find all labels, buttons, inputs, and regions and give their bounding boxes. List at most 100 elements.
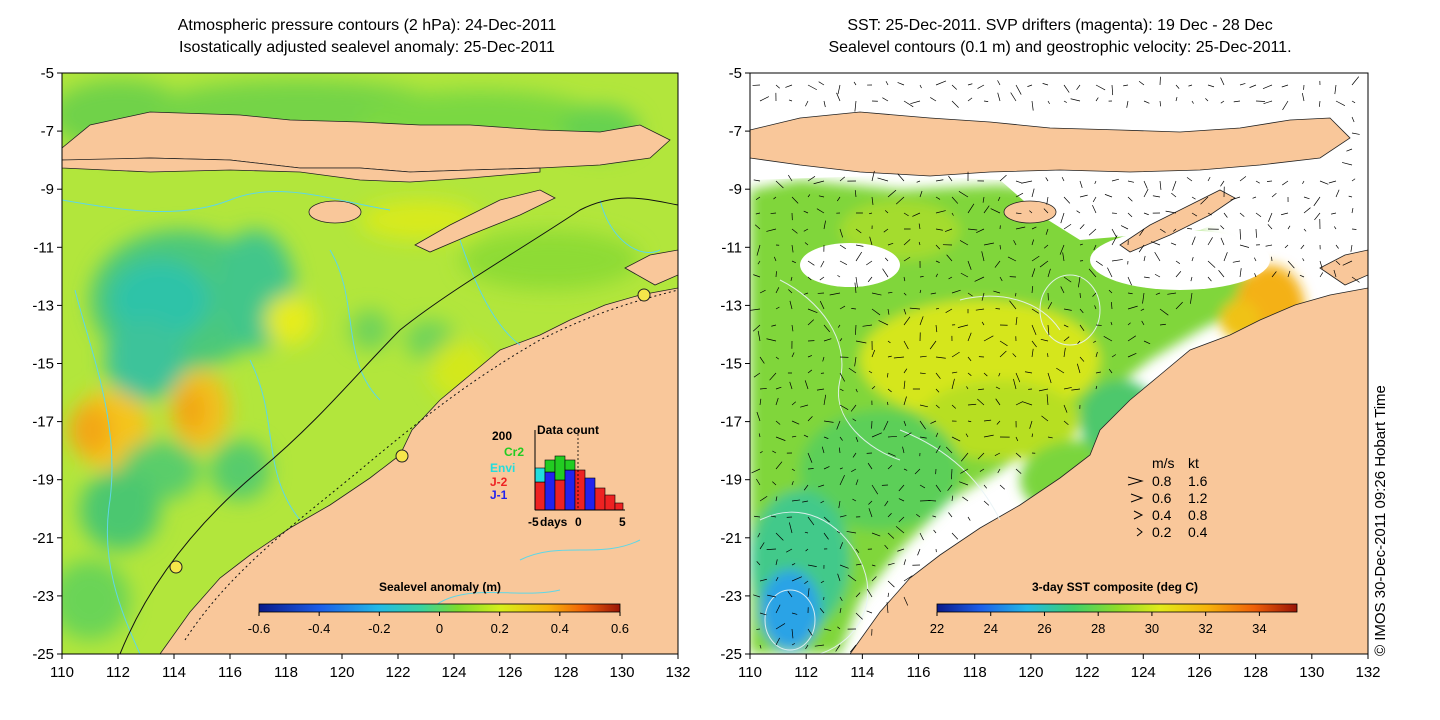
left-lat-tick-label: -15	[32, 356, 54, 373]
right-lon-tick-label: 120	[1018, 664, 1043, 681]
velocity-legend-kt-value: 0.8	[1188, 507, 1208, 523]
data-count-xtick-pos: 5	[619, 515, 626, 529]
sla-colorbar-tick: 0.2	[491, 621, 509, 636]
velocity-legend-arrow	[1136, 527, 1143, 537]
right-lat-tick-label: -13	[720, 297, 742, 314]
right-lat-tick-label: -5	[729, 65, 742, 82]
data-count-max: 200	[492, 429, 512, 443]
left-lat-tick-label: -7	[41, 123, 54, 140]
right-lat-tick-label: -19	[720, 472, 742, 489]
velocity-legend-kt-value: 1.2	[1188, 490, 1208, 506]
right-lon-tick-label: 122	[1075, 664, 1100, 681]
left-lat-tick-label: -5	[41, 65, 54, 82]
left-lat-tick-label: -19	[32, 472, 54, 489]
left-lon-tick-label: 116	[218, 664, 242, 681]
right-lon-tick-label: 110	[738, 664, 762, 681]
left-lat-tick-label: -21	[32, 530, 54, 547]
left-lat-tick-label: -23	[32, 588, 54, 605]
sst-colorbar-tick: 32	[1198, 621, 1212, 636]
left-lat-tick-label: -17	[32, 414, 54, 431]
velocity-legend-arrow	[1133, 510, 1144, 520]
sst-colorbar-title: 3-day SST composite (deg C)	[1032, 580, 1198, 594]
velocity-legend-kt-value: 0.4	[1188, 524, 1208, 540]
sst-colorbar-tick: 24	[983, 621, 997, 636]
velocity-legend-ms-value: 0.4	[1152, 507, 1172, 523]
right-lon-tick-label: 128	[1243, 664, 1268, 681]
sla-colorbar-bar	[258, 603, 621, 613]
left-lat-tick-label: -11	[33, 239, 54, 256]
sst-colorbar-tick: 22	[930, 621, 944, 636]
tide-gauge-markers	[169, 288, 651, 574]
left-lon-tick-label: 110	[50, 664, 74, 681]
sla-colorbar-title: Sealevel anomaly (m)	[379, 580, 501, 594]
sst-colorbar: 3-day SST composite (deg C) 22 24 26 28 30 32…	[930, 580, 1298, 636]
data-count-xlabel: days	[540, 515, 568, 529]
right-lon-tick-label: 132	[1355, 664, 1380, 681]
data-count-title: Data count	[537, 423, 599, 437]
left-lon-tick-label: 130	[609, 664, 634, 681]
sst-colorbar-tick: 34	[1252, 621, 1266, 636]
left-lat-tick-label: -9	[41, 181, 54, 198]
right-lat-tick-label: -21	[720, 530, 742, 547]
right-title-line2: Sealevel contours (0.1 m) and geostrophi…	[828, 39, 1292, 56]
left-lon-tick-label: 126	[497, 664, 522, 681]
right-lat-tick-label: -23	[720, 588, 742, 605]
data-count-xtick-neg: -5	[528, 515, 539, 529]
data-count-xtick-zero: 0	[575, 515, 582, 529]
velocity-legend: m/s kt 0.8 1.60.6 1.20.4 0.80.2 0.4	[1127, 455, 1208, 540]
right-lon-tick-label: 116	[907, 664, 931, 681]
right-lat-tick-label: -9	[729, 181, 742, 198]
sst-colorbar-tick: 28	[1091, 621, 1105, 636]
left-lon-tick-label: 118	[274, 664, 298, 681]
velocity-legend-kt-header: kt	[1188, 455, 1199, 471]
left-lon-tick-label: 120	[329, 664, 354, 681]
sla-colorbar: Sealevel anomaly (m) -0.6 -0.4 -0.2 0 0.2 0.4…	[248, 580, 629, 636]
right-lat-tick-label: -15	[720, 356, 742, 373]
left-lat-tick-label: -25	[32, 646, 54, 663]
pressure-contours	[62, 190, 661, 654]
geostrophic-velocity-arrows	[750, 76, 1360, 653]
right-title-line1: SST: 25-Dec-2011. SVP drifters (magenta)…	[847, 17, 1273, 34]
left-lon-tick-label: 132	[665, 664, 690, 681]
left-lon-tick-label: 122	[385, 664, 410, 681]
mission-envi: Envi	[490, 461, 515, 475]
left-lon-tick-label: 124	[441, 664, 466, 681]
bathymetry-lines	[119, 197, 678, 654]
velocity-legend-arrow	[1127, 476, 1144, 486]
land-areas	[62, 111, 678, 654]
right-lon-tick-label: 126	[1187, 664, 1212, 681]
sst-colorbar-bar	[936, 603, 1298, 613]
sla-colorbar-tick: 0.6	[611, 621, 629, 636]
right-lon-tick-label: 118	[963, 664, 987, 681]
right-lon-tick-label: 124	[1131, 664, 1156, 681]
left-axes: 110 112 114 116 118 120 122 124 126 128 130 132 -5 -7…	[32, 65, 690, 681]
sealevel-contours	[759, 274, 1101, 654]
left-lon-tick-label: 128	[553, 664, 578, 681]
velocity-legend-kt-value: 1.6	[1188, 473, 1208, 489]
mission-j1: J-1	[490, 488, 508, 502]
velocity-legend-ms-header: m/s	[1152, 455, 1175, 471]
right-lat-tick-label: -11	[721, 239, 742, 256]
right-lat-tick-label: -17	[720, 414, 742, 431]
sst-land	[750, 111, 1368, 654]
credit-text: © IMOS 30-Dec-2011 09:26 Hobart Time	[1372, 385, 1389, 656]
right-lon-tick-label: 112	[794, 664, 818, 681]
sst-map	[750, 73, 1368, 654]
sst-colorbar-tick: 30	[1145, 621, 1159, 636]
left-lat-tick-label: -13	[32, 297, 54, 314]
sst-colorbar-tick: 26	[1037, 621, 1051, 636]
left-lon-tick-label: 114	[162, 664, 186, 681]
sla-colorbar-tick: -0.2	[368, 621, 390, 636]
right-lat-tick-label: -25	[720, 646, 742, 663]
velocity-legend-ms-value: 0.2	[1152, 524, 1172, 540]
mission-cr2: Cr2	[504, 445, 524, 459]
sealevel-anomaly-map	[62, 73, 678, 654]
data-count-inset: Data count 200 Cr2 Envi J-2 J-1 -5 days …	[490, 423, 626, 529]
velocity-legend-ms-value: 0.6	[1152, 490, 1172, 506]
sla-colorbar-tick: 0.4	[551, 621, 569, 636]
sla-colorbar-tick: -0.6	[248, 621, 270, 636]
velocity-legend-arrow	[1130, 493, 1144, 503]
left-title-line1: Atmospheric pressure contours (2 hPa): 2…	[177, 17, 557, 34]
sla-colorbar-tick: 0	[436, 621, 443, 636]
